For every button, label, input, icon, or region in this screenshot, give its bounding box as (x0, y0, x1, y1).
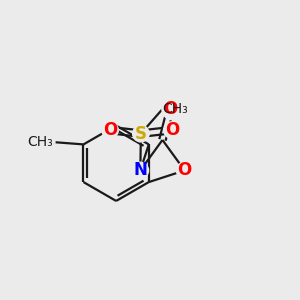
Circle shape (133, 125, 149, 142)
Text: O: O (165, 121, 179, 139)
Text: CH₃: CH₃ (162, 103, 188, 116)
Circle shape (162, 99, 183, 120)
Circle shape (164, 122, 180, 138)
Circle shape (102, 122, 118, 138)
Text: N: N (134, 161, 147, 179)
Circle shape (33, 131, 55, 153)
Text: O: O (163, 100, 178, 118)
Circle shape (162, 100, 179, 117)
Text: S: S (135, 124, 147, 142)
Circle shape (132, 162, 148, 179)
Text: O: O (178, 161, 192, 179)
Text: CH₃: CH₃ (27, 135, 52, 149)
Circle shape (176, 162, 193, 179)
Text: O: O (103, 121, 117, 139)
